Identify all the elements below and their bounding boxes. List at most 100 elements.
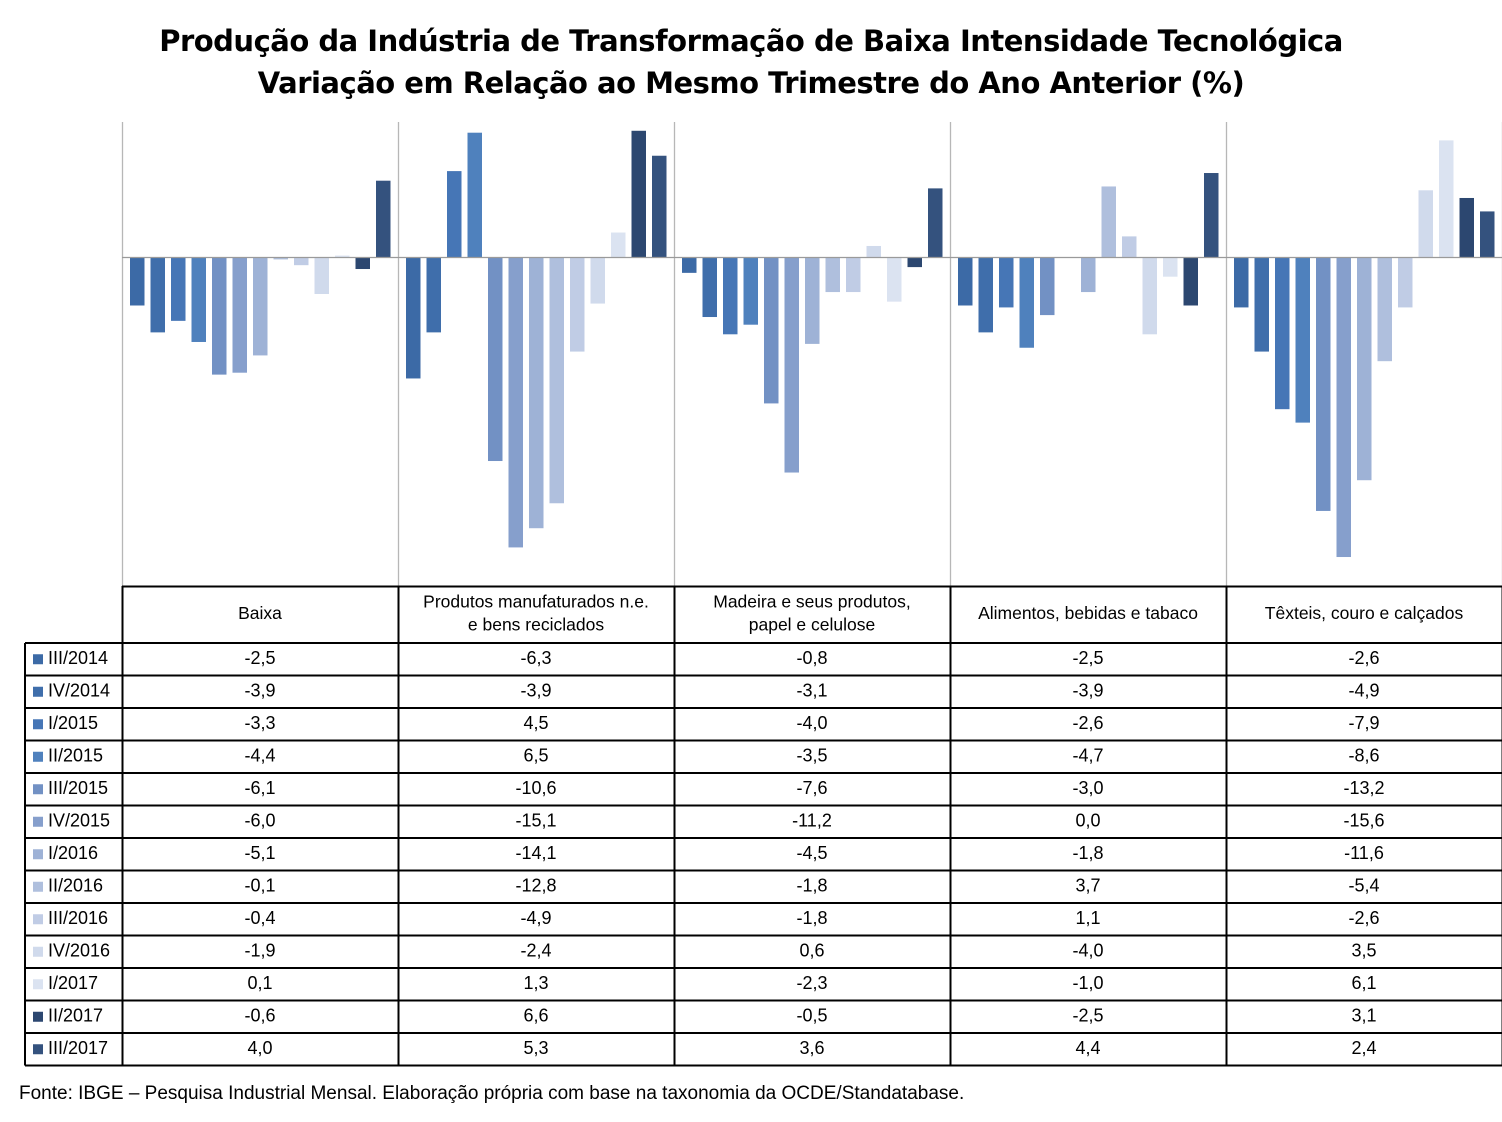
data-table-value: 2,4: [1351, 1038, 1376, 1058]
legend-label-iv-2014: IV/2014: [48, 681, 110, 701]
data-table-value: 3,6: [799, 1038, 824, 1058]
bar-iii-2015-cat-4: [1316, 257, 1331, 511]
bar-ii-2015-cat-2: [743, 257, 758, 325]
bar-iii-2016-cat-0: [294, 257, 309, 266]
bar-iii-2016-cat-3: [1122, 236, 1137, 258]
bar-ii-2015-cat-0: [191, 257, 206, 342]
category-label-1: Produtos manufaturados n.e.: [423, 592, 649, 612]
data-table-value: -13,2: [1343, 778, 1384, 798]
data-table-value: -0,5: [796, 1006, 827, 1026]
data-table-value: -12,8: [515, 876, 556, 896]
bar-iii-2014-cat-3: [958, 257, 973, 306]
data-table-value: -1,0: [1072, 973, 1103, 993]
data-table-value: -6,1: [244, 778, 275, 798]
bar-iii-2015-cat-0: [212, 257, 227, 375]
category-label-2: Madeira e seus produtos,: [713, 592, 910, 612]
bar-i-2017-cat-1: [611, 232, 626, 258]
data-table-value: 1,3: [523, 973, 548, 993]
bar-i-2017-cat-0: [335, 255, 350, 258]
legend-label-i-2015: I/2015: [48, 713, 98, 733]
data-table-value: -10,6: [515, 778, 556, 798]
data-table-value: -5,4: [1348, 876, 1379, 896]
data-table-value: -11,6: [1344, 843, 1384, 863]
data-table-value: -8,6: [1348, 746, 1379, 766]
bar-i-2017-cat-3: [1163, 257, 1178, 277]
bar-iii-2014-cat-2: [682, 257, 697, 273]
category-label-2: papel e celulose: [749, 615, 875, 635]
data-table-value: -3,1: [796, 681, 827, 701]
data-table-value: -3,5: [796, 746, 827, 766]
legend-swatch-ii-2015: [33, 751, 43, 762]
data-table-value: -6,0: [244, 811, 275, 831]
data-table-value: -1,8: [796, 876, 827, 896]
bar-iii-2015-cat-3: [1040, 257, 1055, 316]
data-table-value: 1,1: [1075, 908, 1100, 928]
data-table-value: 6,5: [523, 746, 548, 766]
bar-ii-2015-cat-3: [1019, 257, 1034, 348]
legend-swatch-iv-2016: [33, 946, 43, 957]
legend-label-iii-2014: III/2014: [48, 648, 108, 668]
data-table-value: -3,9: [1072, 681, 1103, 701]
data-table-value: -2,5: [1072, 1006, 1103, 1026]
bar-i-2016-cat-0: [253, 257, 268, 356]
data-table-value: -2,6: [1348, 648, 1379, 668]
data-table-value: -7,6: [796, 778, 827, 798]
category-label-3: Alimentos, bebidas e tabaco: [978, 603, 1198, 623]
data-table-value: -7,9: [1348, 713, 1379, 733]
bar-iv-2014-cat-0: [150, 257, 165, 333]
bar-ii-2015-cat-1: [467, 132, 482, 258]
chart-title: Produção da Indústria de Transformação d…: [159, 24, 1343, 58]
legend-swatch-iii-2017: [33, 1044, 43, 1055]
legend-swatch-i-2015: [33, 719, 43, 730]
data-table-value: 0,0: [1075, 811, 1100, 831]
legend-label-iii-2017: III/2017: [48, 1038, 108, 1058]
bar-ii-2016-cat-3: [1101, 186, 1116, 258]
data-table-value: -0,1: [244, 876, 275, 896]
data-table-value: -3,9: [520, 681, 551, 701]
legend-label-iv-2015: IV/2015: [48, 811, 110, 831]
data-table-value: 0,6: [799, 941, 824, 961]
data-table-value: 3,5: [1351, 941, 1376, 961]
legend-swatch-iv-2015: [33, 816, 43, 827]
bar-ii-2017-cat-0: [355, 257, 370, 270]
footer-source-note: Fonte: IBGE – Pesquisa Industrial Mensal…: [19, 1083, 965, 1104]
data-table-value: 4,4: [1075, 1038, 1100, 1058]
bar-iii-2017-cat-2: [928, 188, 943, 258]
bar-ii-2016-cat-0: [273, 257, 288, 260]
category-label-4: Têxteis, couro e calçados: [1265, 603, 1464, 623]
legend-swatch-i-2017: [33, 979, 43, 990]
bar-iv-2014-cat-4: [1254, 257, 1269, 352]
data-table-value: 5,3: [523, 1038, 548, 1058]
bar-i-2017-cat-4: [1439, 140, 1454, 258]
legend-swatch-ii-2017: [33, 1011, 43, 1022]
data-table-value: -5,1: [244, 843, 275, 863]
bar-iv-2015-cat-0: [232, 257, 247, 373]
bar-iii-2015-cat-1: [488, 257, 503, 462]
data-table-value: 4,0: [247, 1038, 272, 1058]
bar-ii-2016-cat-2: [825, 257, 840, 293]
bar-i-2015-cat-2: [723, 257, 738, 335]
bar-iii-2015-cat-2: [764, 257, 779, 404]
data-table-value: -2,6: [1072, 713, 1103, 733]
chart-subtitle: Variação em Relação ao Mesmo Trimestre d…: [257, 66, 1245, 100]
data-table-value: -3,0: [1072, 778, 1103, 798]
bar-i-2016-cat-4: [1357, 257, 1372, 481]
data-table-value: -14,1: [515, 843, 556, 863]
bar-iii-2016-cat-4: [1398, 257, 1413, 308]
bar-i-2015-cat-1: [447, 171, 462, 258]
bar-iv-2016-cat-3: [1142, 257, 1157, 335]
data-table-value: 3,7: [1075, 876, 1100, 896]
bar-iii-2014-cat-1: [406, 257, 421, 379]
bar-iv-2015-cat-4: [1336, 257, 1351, 558]
data-table-value: 6,1: [1351, 973, 1376, 993]
bar-ii-2017-cat-1: [631, 130, 646, 258]
bar-ii-2017-cat-2: [907, 257, 922, 268]
data-table-value: -1,8: [1072, 843, 1103, 863]
bar-iii-2017-cat-3: [1204, 173, 1219, 258]
bar-i-2016-cat-2: [805, 257, 820, 344]
data-table-value: 4,5: [523, 713, 548, 733]
data-table-value: -15,6: [1343, 811, 1384, 831]
data-table-value: -2,5: [244, 648, 275, 668]
bar-iv-2014-cat-3: [978, 257, 993, 333]
